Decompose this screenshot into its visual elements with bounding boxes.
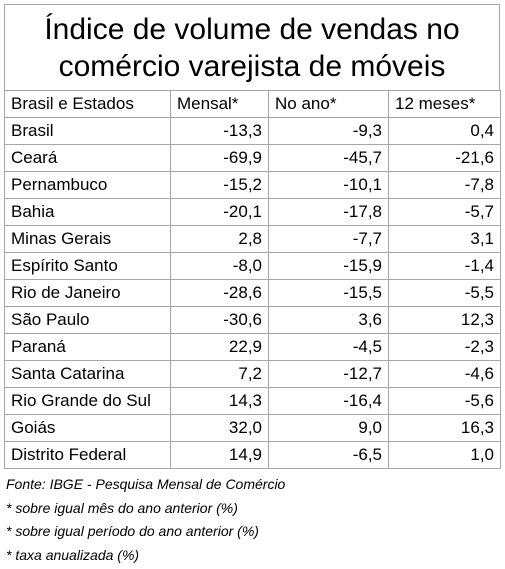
table-row: Rio Grande do Sul 14,3 -16,4 -5,6 — [4, 387, 501, 415]
region-cell: Santa Catarina — [4, 360, 171, 388]
year-value-cell: -45,7 — [268, 144, 389, 172]
monthly-value-cell: -30,6 — [170, 306, 269, 334]
twelve-month-value-cell: 16,3 — [388, 414, 501, 442]
twelve-month-value-cell: -1,4 — [388, 252, 501, 280]
twelve-month-value-cell: 0,4 — [388, 117, 501, 145]
region-cell: Rio de Janeiro — [4, 279, 171, 307]
twelve-month-value-cell: -5,7 — [388, 198, 501, 226]
monthly-value-cell: -8,0 — [170, 252, 269, 280]
twelve-month-value-cell: -5,5 — [388, 279, 501, 307]
year-value-cell: -16,4 — [268, 387, 389, 415]
table-row: Brasil -13,3 -9,3 0,4 — [4, 117, 501, 145]
table-row: Espírito Santo -8,0 -15,9 -1,4 — [4, 252, 501, 280]
region-cell: Pernambuco — [4, 171, 171, 199]
table-row: Distrito Federal 14,9 -6,5 1,0 — [4, 441, 501, 469]
column-header-year: No ano* — [268, 90, 389, 118]
region-cell: Brasil — [4, 117, 171, 145]
twelve-month-value-cell: -7,8 — [388, 171, 501, 199]
year-value-cell: -10,1 — [268, 171, 389, 199]
table-row: Rio de Janeiro -28,6 -15,5 -5,5 — [4, 279, 501, 307]
footnote: * taxa anualizada (%) — [6, 546, 140, 563]
table-row: São Paulo -30,6 3,6 12,3 — [4, 306, 501, 334]
footnotes: Fonte: IBGE - Pesquisa Mensal de Comérci… — [4, 473, 500, 567]
footnote: * sobre igual mês do ano anterior (%) — [6, 499, 238, 516]
monthly-value-cell: -69,9 — [170, 144, 269, 172]
footnote: * sobre igual período do ano anterior (%… — [6, 523, 259, 539]
twelve-month-value-cell: -4,6 — [388, 360, 501, 388]
monthly-value-cell: 14,9 — [170, 441, 269, 469]
twelve-month-value-cell: -21,6 — [388, 144, 501, 172]
table-title: Índice de volume de vendas no comércio v… — [4, 4, 500, 90]
monthly-value-cell: 32,0 — [170, 414, 269, 442]
table-row: Paraná 22,9 -4,5 -2,3 — [4, 333, 501, 361]
monthly-value-cell: -13,3 — [170, 117, 269, 145]
table-body: Brasil -13,3 -9,3 0,4 Ceará -69,9 -45,7 -21,6 Pe… — [4, 117, 501, 469]
table-row: Goiás 32,0 9,0 16,3 — [4, 414, 501, 442]
twelve-month-value-cell: 12,3 — [388, 306, 501, 334]
source-note: Fonte: IBGE - Pesquisa Mensal de Comérci… — [6, 476, 286, 492]
title-line-1: Índice de volume de vendas no — [44, 12, 460, 46]
table-figure: Índice de volume de vendas no comércio v… — [4, 4, 501, 567]
year-value-cell: -17,8 — [268, 198, 389, 226]
year-value-cell: -7,7 — [268, 225, 389, 253]
twelve-month-value-cell: -5,6 — [388, 387, 501, 415]
twelve-month-value-cell: 3,1 — [388, 225, 501, 253]
year-value-cell: 3,6 — [268, 306, 389, 334]
region-cell: Espírito Santo — [4, 252, 171, 280]
twelve-month-value-cell: -2,3 — [388, 333, 501, 361]
monthly-value-cell: -28,6 — [170, 279, 269, 307]
region-cell: Rio Grande do Sul — [4, 387, 171, 415]
year-value-cell: -6,5 — [268, 441, 389, 469]
column-header-monthly: Mensal* — [170, 90, 269, 118]
header-row: Brasil e Estados Mensal* No ano* 12 mese… — [4, 90, 501, 118]
monthly-value-cell: -15,2 — [170, 171, 269, 199]
twelve-month-value-cell: 1,0 — [388, 441, 501, 469]
table-row: Ceará -69,9 -45,7 -21,6 — [4, 144, 501, 172]
region-cell: Ceará — [4, 144, 171, 172]
table-row: Pernambuco -15,2 -10,1 -7,8 — [4, 171, 501, 199]
monthly-value-cell: 14,3 — [170, 387, 269, 415]
monthly-value-cell: -20,1 — [170, 198, 269, 226]
table-row: Bahia -20,1 -17,8 -5,7 — [4, 198, 501, 226]
region-cell: Paraná — [4, 333, 171, 361]
monthly-value-cell: 7,2 — [170, 360, 269, 388]
year-value-cell: 9,0 — [268, 414, 389, 442]
region-cell: Bahia — [4, 198, 171, 226]
title-line-2: comércio varejista de móveis — [58, 49, 446, 83]
table-row: Santa Catarina 7,2 -12,7 -4,6 — [4, 360, 501, 388]
year-value-cell: -4,5 — [268, 333, 389, 361]
region-cell: Distrito Federal — [4, 441, 171, 469]
year-value-cell: -15,9 — [268, 252, 389, 280]
year-value-cell: -15,5 — [268, 279, 389, 307]
monthly-value-cell: 2,8 — [170, 225, 269, 253]
region-cell: Minas Gerais — [4, 225, 171, 253]
column-header-12-months: 12 meses* — [388, 90, 501, 118]
monthly-value-cell: 22,9 — [170, 333, 269, 361]
data-table: Brasil e Estados Mensal* No ano* 12 mese… — [4, 90, 501, 469]
table-row: Minas Gerais 2,8 -7,7 3,1 — [4, 225, 501, 253]
year-value-cell: -12,7 — [268, 360, 389, 388]
region-cell: Goiás — [4, 414, 171, 442]
year-value-cell: -9,3 — [268, 117, 389, 145]
column-header-region: Brasil e Estados — [4, 90, 171, 118]
region-cell: São Paulo — [4, 306, 171, 334]
